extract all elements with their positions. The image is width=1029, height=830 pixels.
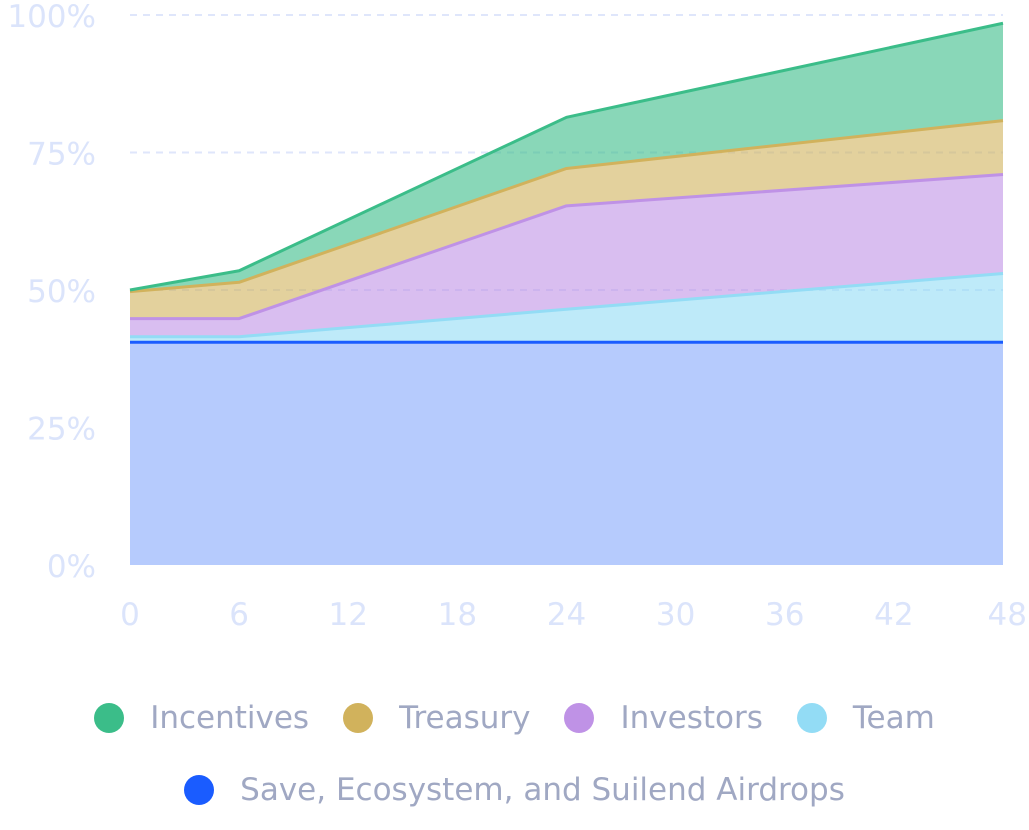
legend-item-team[interactable]: Team	[796, 700, 935, 736]
legend-dot-icon	[796, 703, 827, 733]
legend-dot-icon	[564, 703, 595, 733]
y-tick-label: 100%	[7, 0, 96, 35]
legend-item-investors[interactable]: Investors	[564, 700, 763, 736]
legend-row-2: Save, Ecosystem, and Suilend Airdrops	[0, 772, 1029, 808]
x-tick-label: 6	[229, 597, 249, 633]
area-layer	[129, 21, 1004, 565]
series-line-investors	[130, 173, 1004, 321]
legend-label: Treasury	[399, 700, 531, 736]
x-tick-label: 12	[329, 597, 368, 633]
series-line-treasury	[129, 119, 1004, 294]
legend-dot-icon	[184, 775, 215, 805]
series-line-incentives	[129, 21, 1004, 292]
x-tick-label: 0	[120, 597, 140, 633]
x-tick-label: 36	[765, 597, 804, 633]
stacked-area-chart: 0% 25% 50% 75% 100% 0 6 12 18 24 30 36 42 48	[7, 0, 1027, 633]
x-tick-label: 30	[656, 597, 695, 633]
legend-row-1: Incentives Treasury Investors Team	[0, 700, 1029, 736]
x-tick-label: 42	[874, 597, 913, 633]
legend-dot-icon	[94, 703, 125, 733]
x-axis-ticks: 0 6 12 18 24 30 36 42 48	[120, 597, 1027, 633]
series-line-team	[130, 272, 1004, 339]
x-tick-label: 48	[988, 597, 1027, 633]
legend-label: Investors	[620, 700, 763, 736]
area-incentives	[130, 23, 1003, 292]
y-tick-label: 0%	[47, 549, 96, 585]
area-treasury	[130, 120, 1003, 319]
area-investors	[130, 174, 1003, 337]
y-axis-ticks: 0% 25% 50% 75% 100%	[7, 0, 96, 585]
legend-label: Team	[852, 700, 935, 736]
legend-item-incentives[interactable]: Incentives	[94, 700, 309, 736]
y-tick-label: 75%	[27, 137, 96, 173]
legend-dot-icon	[343, 703, 374, 733]
legend-item-airdrops[interactable]: Save, Ecosystem, and Suilend Airdrops	[184, 772, 845, 808]
y-tick-label: 25%	[27, 412, 96, 448]
x-tick-label: 24	[547, 597, 586, 633]
area-save-ecosystem-and-suilend-airdrops	[130, 342, 1003, 565]
legend-label: Save, Ecosystem, and Suilend Airdrops	[240, 772, 845, 808]
area-team	[130, 273, 1003, 343]
legend-item-treasury[interactable]: Treasury	[343, 700, 530, 736]
x-tick-label: 18	[438, 597, 477, 633]
legend-label: Incentives	[150, 700, 310, 736]
y-tick-label: 50%	[27, 274, 96, 310]
